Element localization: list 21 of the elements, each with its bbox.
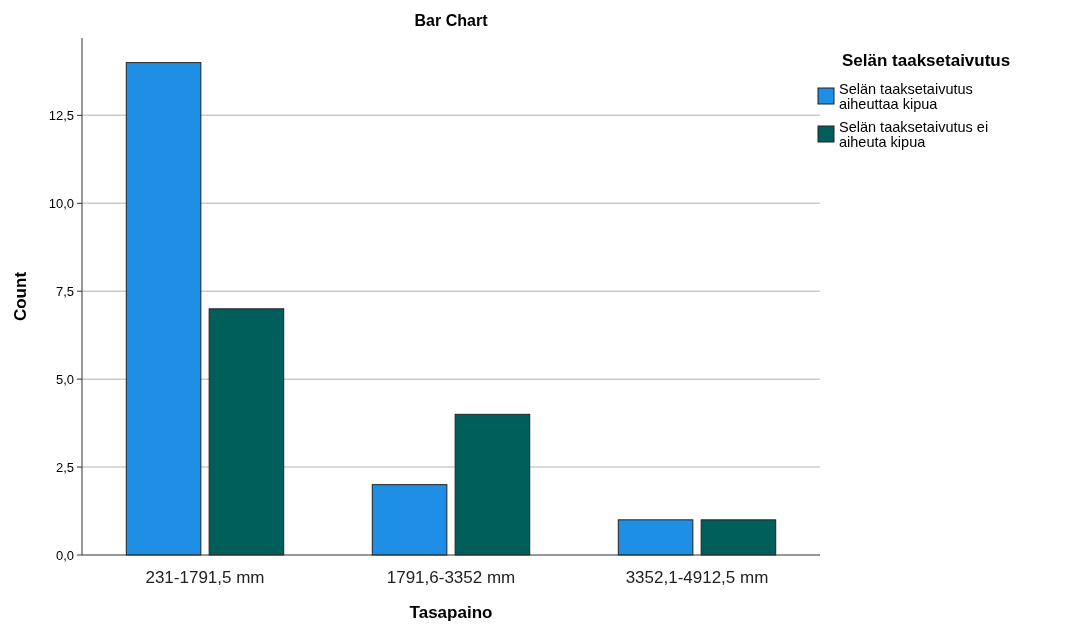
y-axis-title: Count xyxy=(11,271,30,322)
bar xyxy=(125,62,202,556)
x-tick-label: 3352,1-4912,5 mm xyxy=(625,568,769,587)
legend-label: Selän taaksetaivutus ei aiheuta kipua xyxy=(839,119,989,150)
y-tick-label: 5,0 xyxy=(55,371,74,387)
legend-label: Selän taaksetaivutus aiheuttaa kipua xyxy=(839,81,973,112)
legend-title: Selän taaksetaivutus xyxy=(842,51,1011,70)
bar xyxy=(700,519,777,556)
bar xyxy=(617,519,694,556)
y-tick-label: 12,5 xyxy=(48,107,74,123)
bar xyxy=(454,413,531,556)
y-tick-label: 2,5 xyxy=(55,459,74,475)
x-axis-title: Tasapaino xyxy=(409,603,493,622)
x-tick-label: 1791,6-3352 mm xyxy=(386,568,516,587)
y-tick-label: 10,0 xyxy=(48,195,74,211)
y-tick-label: 7,5 xyxy=(55,283,74,299)
y-tick-label: 0,0 xyxy=(55,547,74,563)
bar xyxy=(208,308,285,556)
bar xyxy=(371,484,448,556)
x-tick-label: 231-1791,5 mm xyxy=(145,568,265,587)
chart-title: Bar Chart xyxy=(414,12,489,29)
